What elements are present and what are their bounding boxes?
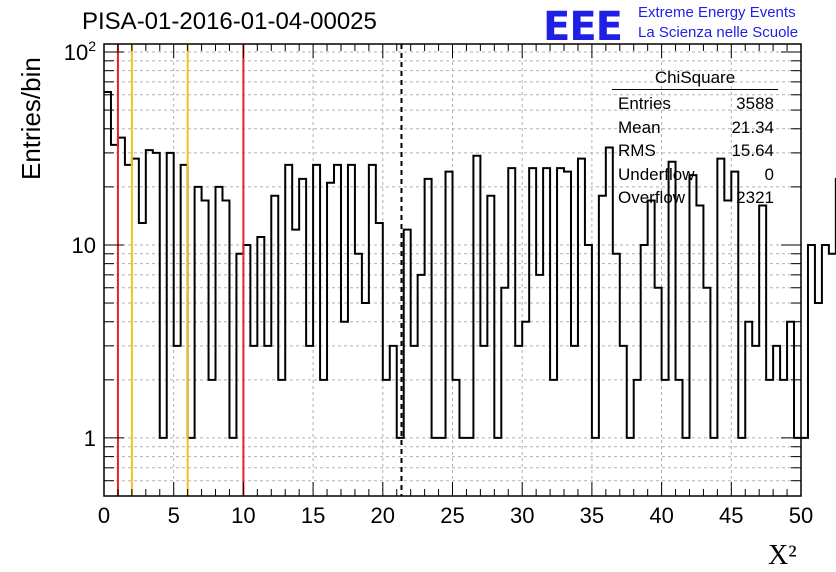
histogram-bin <box>501 288 508 496</box>
stats-title: ChiSquare <box>612 68 778 90</box>
x-tick-label: 0 <box>98 503 110 528</box>
histogram-bin <box>174 346 181 496</box>
histogram-bin <box>536 275 543 496</box>
histogram-bin <box>118 138 125 496</box>
histogram-bin <box>480 346 487 496</box>
stat-value: 15.64 <box>731 141 774 160</box>
histogram-bin <box>418 275 425 496</box>
histogram-bin <box>515 346 522 496</box>
stat-label: Overflow <box>618 188 686 207</box>
histogram-bin <box>731 172 738 496</box>
histogram-bin <box>167 153 174 496</box>
y-tick-label: 1 <box>84 426 96 451</box>
histogram-bin <box>522 322 529 496</box>
histogram-bin <box>404 230 411 496</box>
histogram-bin <box>341 322 348 496</box>
histogram-bin <box>243 245 250 496</box>
histogram-bin <box>153 153 160 496</box>
histogram-bin <box>620 346 627 496</box>
histogram-bin <box>390 346 397 496</box>
histogram-bin <box>146 150 153 496</box>
histogram-bin <box>752 346 759 496</box>
x-tick-label: 5 <box>168 503 180 528</box>
histogram-bin <box>564 172 571 496</box>
histogram-bin <box>411 346 418 496</box>
x-tick-label: 15 <box>301 503 325 528</box>
stat-value: 3588 <box>736 94 774 113</box>
histogram-bin <box>655 288 662 496</box>
stat-row-mean: Mean 21.34 <box>612 116 778 140</box>
stat-row-underflow: Underflow 0 <box>612 163 778 187</box>
histogram-bin <box>822 245 829 496</box>
histogram-bin <box>446 172 453 496</box>
stat-label: Underflow <box>618 164 695 184</box>
stat-value: 21.34 <box>731 117 774 137</box>
stat-row-overflow: Overflow 2321 <box>612 186 778 210</box>
stat-label: Entries <box>618 94 671 113</box>
stat-label: RMS <box>618 141 656 160</box>
logo-line-2: La Scienza nelle Scuole <box>638 24 799 41</box>
histogram-bin <box>111 145 118 496</box>
y-tick-label: 10 <box>72 233 96 258</box>
histogram-bin <box>773 346 780 496</box>
histogram-bin <box>362 303 369 496</box>
histogram-bin <box>473 156 480 496</box>
histogram-bin <box>425 179 432 496</box>
histogram-series <box>104 91 836 439</box>
histogram-bin <box>696 206 703 496</box>
histogram-bin <box>250 346 257 496</box>
histogram-bin <box>815 303 822 496</box>
stat-value: 0 <box>764 164 774 184</box>
stats-box: ChiSquare Entries 3588 Mean 21.34 RMS 15… <box>612 68 778 210</box>
histogram-bin <box>808 245 815 496</box>
plot-title: PISA-01-2016-01-04-00025 <box>82 8 377 35</box>
stat-row-entries: Entries 3588 <box>612 92 778 116</box>
histogram-bin <box>759 206 766 496</box>
histogram-bin <box>257 237 264 496</box>
histogram-bin <box>689 175 696 496</box>
histogram-bin <box>578 159 585 496</box>
stat-row-rms: RMS 15.64 <box>612 139 778 163</box>
histogram-bin <box>264 346 271 496</box>
histogram-bin <box>745 322 752 496</box>
x-tick-label: 10 <box>231 503 255 528</box>
histogram-bin <box>306 346 313 496</box>
histogram-bin <box>669 162 676 496</box>
histogram-bin <box>829 254 836 496</box>
histogram-bin <box>236 254 243 496</box>
histogram-bin <box>801 438 808 496</box>
histogram-bin <box>216 187 223 496</box>
histogram-bin <box>585 245 592 496</box>
histogram-bin <box>299 179 306 496</box>
histogram-bin <box>571 346 578 496</box>
x-tick-label: 20 <box>371 503 395 528</box>
x-tick-label: 35 <box>580 503 604 528</box>
histogram-bin <box>787 322 794 496</box>
x-tick-label: 45 <box>719 503 743 528</box>
stat-value: 2321 <box>736 188 774 207</box>
histogram-bin <box>292 230 299 496</box>
eee-logo: EEE <box>543 4 623 50</box>
x-axis-label: X² <box>768 540 797 571</box>
histogram-bin <box>195 187 202 496</box>
x-tick-label: 30 <box>510 503 534 528</box>
logo-line-1: Extreme Energy Events <box>638 4 796 21</box>
histogram-bin <box>613 254 620 496</box>
histogram-bin <box>641 245 648 496</box>
x-tick-label: 50 <box>789 503 813 528</box>
x-tick-label: 25 <box>440 503 464 528</box>
y-tick-label: 102 <box>64 38 96 65</box>
stat-label: Mean <box>618 117 661 137</box>
x-tick-label: 40 <box>649 503 673 528</box>
histogram-bin <box>327 183 334 496</box>
histogram-bin <box>355 254 362 496</box>
histogram-bin <box>132 159 139 496</box>
histogram-bin <box>703 288 710 496</box>
